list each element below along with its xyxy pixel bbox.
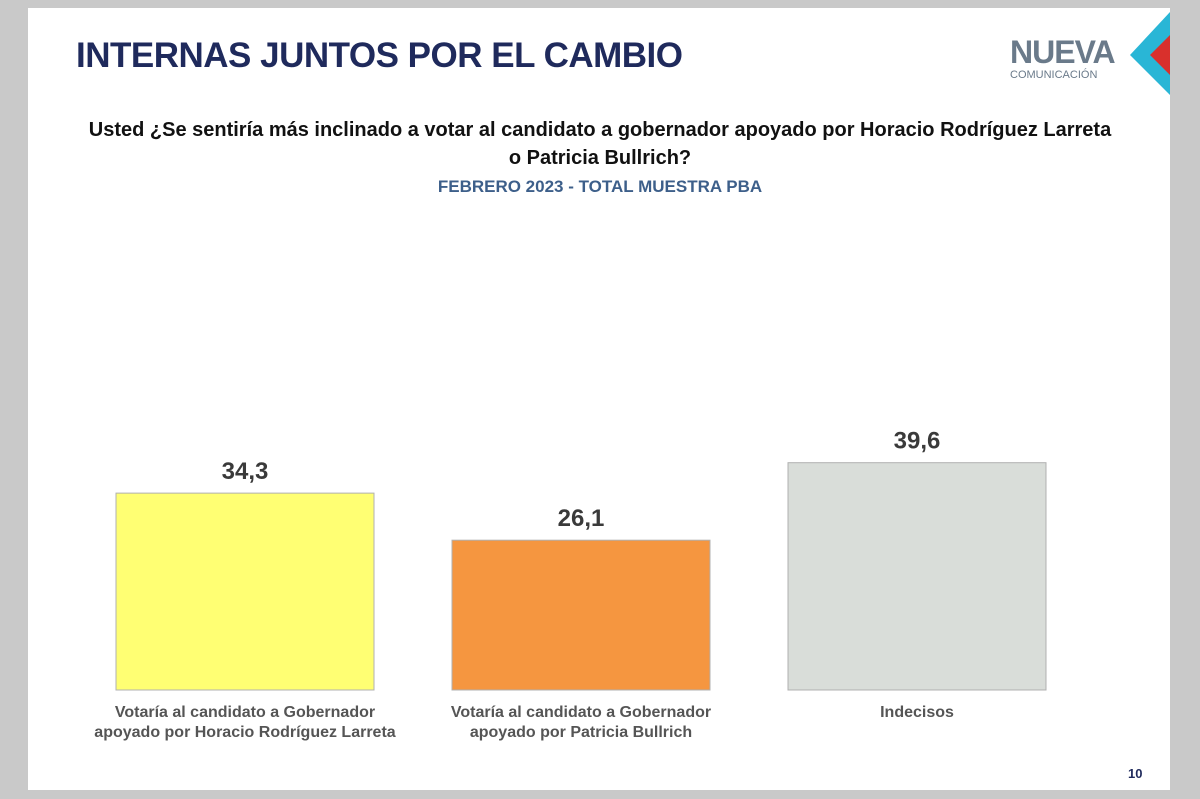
title: INTERNAS JUNTOS POR EL CAMBIO: [76, 36, 683, 75]
value-label: 34,3: [222, 458, 269, 485]
logo-shape: [1130, 12, 1170, 95]
category-label: Votaría al candidato a Gobernador apoyad…: [450, 704, 712, 741]
category-label: Votaría al candidato a Gobernador apoyad…: [94, 704, 396, 741]
logo-name: NUEVA: [1010, 34, 1116, 70]
logo-tagline: COMUNICACIÓN: [1010, 69, 1098, 81]
caption: FEBRERO 2023 - TOTAL MUESTRA PBA: [437, 177, 763, 196]
value-label: 26,1: [558, 505, 605, 532]
subtitle: Usted ¿Se sentiría más inclinado a votar…: [88, 119, 1112, 169]
category-label: Indecisos: [880, 704, 954, 721]
bar: [451, 539, 711, 691]
page-number: 10: [1128, 766, 1143, 781]
bar: [787, 462, 1047, 691]
logo-shape: [1150, 35, 1170, 75]
value-label: 39,6: [894, 428, 941, 455]
bar: [115, 492, 375, 691]
